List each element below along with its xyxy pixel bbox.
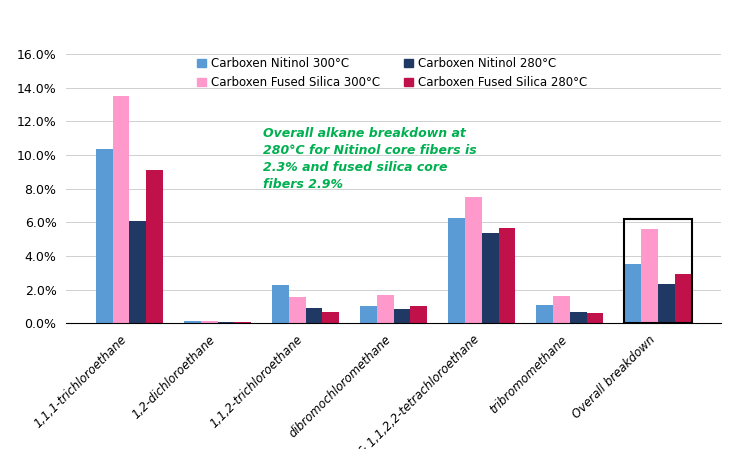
Text: Overall alkane breakdown at
280°C for Nitinol core fibers is
2.3% and fused sili: Overall alkane breakdown at 280°C for Ni…	[263, 127, 476, 191]
Bar	[96, 149, 113, 323]
Bar	[184, 321, 201, 323]
Bar	[498, 228, 515, 323]
Bar	[289, 297, 305, 323]
Bar	[377, 295, 394, 323]
Bar	[361, 306, 377, 323]
Bar	[625, 264, 641, 323]
Bar	[411, 306, 427, 323]
Bar	[570, 313, 587, 323]
Bar	[234, 321, 251, 323]
Bar	[587, 313, 604, 323]
Legend: Carboxen Nitinol 300°C, Carboxen Fused Silica 300°C, Carboxen Nitinol 280°C, Car: Carboxen Nitinol 300°C, Carboxen Fused S…	[197, 57, 587, 89]
Bar	[658, 284, 675, 323]
Bar	[218, 321, 234, 323]
Bar	[537, 305, 553, 323]
Bar	[305, 308, 322, 323]
Bar	[641, 229, 658, 323]
Bar	[146, 170, 163, 323]
Bar	[675, 274, 692, 323]
Bar	[553, 296, 570, 323]
Bar	[394, 309, 411, 323]
Bar	[130, 220, 146, 323]
Bar	[201, 321, 218, 323]
Bar	[448, 218, 465, 323]
Bar	[482, 233, 498, 323]
Bar	[113, 96, 130, 323]
Bar	[322, 313, 339, 323]
Bar	[272, 285, 289, 323]
Bar	[623, 219, 693, 323]
Bar	[465, 197, 482, 323]
